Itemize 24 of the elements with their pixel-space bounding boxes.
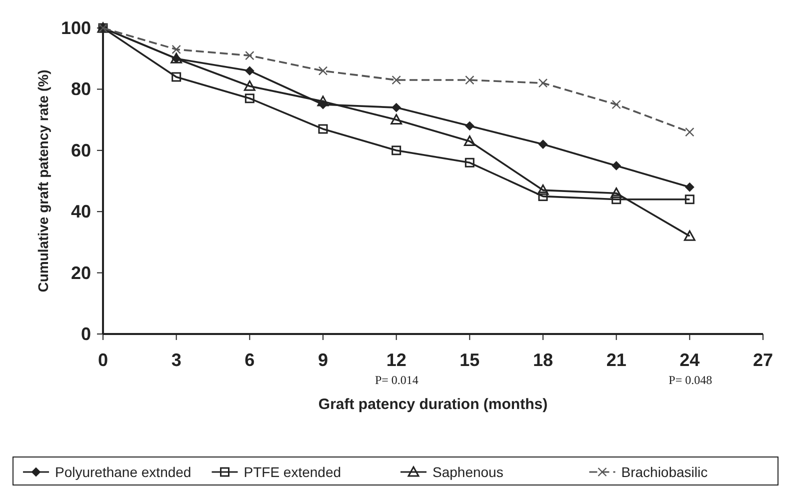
x-tick-label: 15 bbox=[460, 350, 480, 370]
legend-label: Saphenous bbox=[432, 464, 504, 480]
x-tick-label: 9 bbox=[318, 350, 328, 370]
y-tick-label: 0 bbox=[80, 324, 91, 344]
x-tick-label: 3 bbox=[171, 350, 182, 370]
x-axis-title: Graft patency duration (months) bbox=[318, 396, 548, 413]
y-tick-label: 100 bbox=[60, 18, 91, 38]
y-tick-label: 60 bbox=[70, 140, 91, 160]
x-tick-label: 24 bbox=[680, 350, 700, 370]
y-tick-label: 20 bbox=[70, 262, 91, 283]
y-tick-label: 80 bbox=[70, 79, 91, 100]
y-tick-label: 40 bbox=[70, 202, 91, 222]
text: P= 0.048 bbox=[668, 373, 712, 387]
x-tick-label: 12 bbox=[386, 350, 406, 370]
x-tick-label: 21 bbox=[606, 350, 626, 370]
text: P= 0.014 bbox=[374, 373, 418, 387]
legend-label: PTFE extended bbox=[244, 464, 342, 480]
x-tick-label: 0 bbox=[98, 350, 108, 370]
legend-label: Brachiobasilic bbox=[621, 464, 708, 480]
y-axis-title: Cumulative graft patency rate (%) bbox=[35, 70, 51, 292]
legend-label: Polyurethane extnded bbox=[55, 464, 192, 480]
x-tick-label: 6 bbox=[244, 350, 255, 370]
x-tick-label: 27 bbox=[752, 350, 774, 370]
x-tick-label: 18 bbox=[532, 350, 554, 370]
